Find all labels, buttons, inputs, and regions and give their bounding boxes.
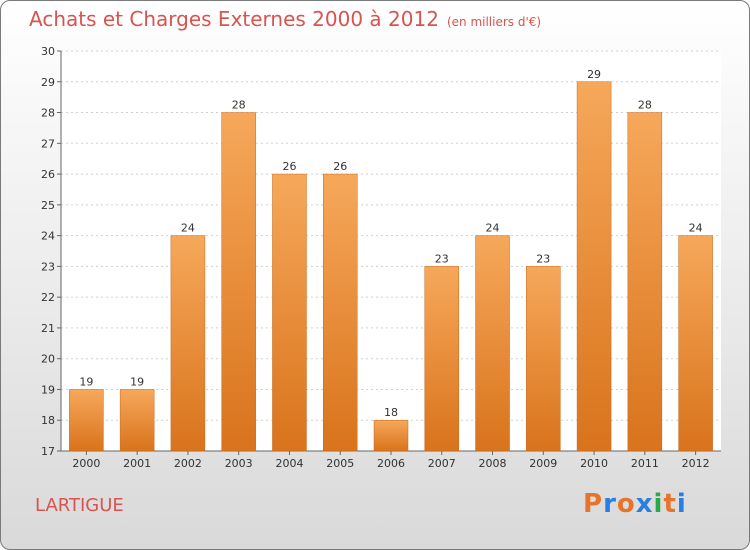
- proxiti-logo: Proxiti: [583, 489, 687, 519]
- bar: [627, 112, 663, 452]
- x-tick-label: 2011: [631, 457, 659, 470]
- bar: [322, 173, 358, 452]
- x-tick-label: 2007: [428, 457, 456, 470]
- logo-letter: o: [616, 489, 636, 519]
- y-tick-label: 27: [41, 137, 55, 150]
- y-tick-label: 22: [41, 291, 55, 304]
- bar-value-label: 19: [130, 375, 144, 388]
- chart-title: Achats et Charges Externes 2000 à 2012 (e…: [29, 7, 541, 31]
- bar: [576, 81, 612, 452]
- y-tick-label: 28: [41, 107, 55, 120]
- bar: [475, 235, 510, 452]
- logo-letter: x: [635, 489, 654, 519]
- bar: [424, 266, 460, 452]
- bar: [526, 266, 561, 452]
- y-tick-label: 30: [41, 45, 55, 58]
- y-tick-label: 26: [41, 168, 55, 181]
- bar-value-label: 23: [536, 252, 550, 265]
- logo-letter: t: [663, 489, 677, 519]
- x-tick-label: 2003: [225, 457, 253, 470]
- x-tick-label: 2004: [275, 457, 303, 470]
- bar-value-label: 28: [638, 99, 652, 112]
- bar-value-label: 19: [79, 375, 93, 388]
- bar-value-label: 26: [333, 160, 347, 173]
- y-tick-label: 21: [41, 322, 55, 335]
- bar-value-label: 23: [435, 252, 449, 265]
- x-tick-label: 2008: [479, 457, 507, 470]
- location-name: LARTIGUE: [35, 495, 124, 516]
- y-tick-label: 17: [41, 445, 55, 458]
- x-tick-label: 2010: [580, 457, 608, 470]
- plot-area: [61, 51, 721, 451]
- y-tick-label: 20: [41, 353, 55, 366]
- y-tick-label: 19: [41, 383, 55, 396]
- logo-letter: i: [653, 489, 664, 519]
- bar: [119, 389, 155, 452]
- bar-value-label: 24: [181, 222, 195, 235]
- chart-title-text: Achats et Charges Externes 2000 à 2012: [29, 7, 439, 31]
- bar-value-label: 24: [689, 222, 703, 235]
- y-tick-label: 18: [41, 414, 55, 427]
- chart-unit: (en milliers d'€): [446, 15, 542, 29]
- y-tick-label: 29: [41, 76, 55, 89]
- x-tick-label: 2012: [682, 457, 710, 470]
- logo-letter: P: [583, 489, 604, 519]
- bar-value-label: 26: [282, 160, 296, 173]
- y-tick-label: 23: [41, 260, 55, 273]
- bar: [272, 173, 307, 452]
- x-tick-label: 2009: [529, 457, 557, 470]
- x-tick-label: 2002: [174, 457, 202, 470]
- bar-value-label: 29: [587, 68, 601, 81]
- bar: [69, 389, 104, 452]
- bar-value-label: 24: [486, 222, 500, 235]
- bar-value-label: 28: [232, 99, 246, 112]
- bar: [373, 419, 409, 452]
- logo-letter: r: [603, 489, 617, 519]
- x-tick-label: 2006: [377, 457, 405, 470]
- y-tick-label: 25: [41, 199, 55, 212]
- x-tick-label: 2005: [326, 457, 354, 470]
- bar: [221, 112, 256, 452]
- x-tick-label: 2001: [123, 457, 151, 470]
- logo-letter: i: [676, 489, 687, 519]
- bar: [678, 235, 713, 452]
- bar-value-label: 18: [384, 406, 398, 419]
- x-tick-label: 2000: [72, 457, 100, 470]
- bar: [170, 235, 206, 452]
- y-tick-label: 24: [41, 230, 55, 243]
